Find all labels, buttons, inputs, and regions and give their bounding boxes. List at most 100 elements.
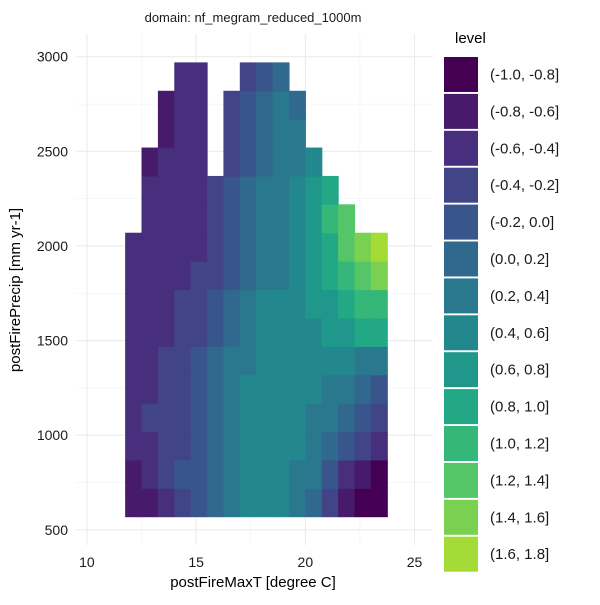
contour-cell: [190, 261, 208, 291]
contour-cell: [141, 403, 159, 433]
contour-cell: [141, 147, 159, 177]
contour-cell: [141, 317, 159, 347]
contour-cell: [174, 204, 192, 234]
contour-cell: [174, 346, 192, 376]
contour-cell: [174, 147, 192, 177]
contour-cell: [272, 289, 290, 319]
contour-cell: [207, 175, 225, 205]
contour-cell: [256, 119, 274, 149]
contour-cell: [174, 459, 192, 489]
contour-field: [125, 62, 388, 518]
legend-swatch: [444, 462, 478, 498]
contour-cell: [157, 431, 175, 461]
contour-cell: [305, 317, 323, 347]
contour-cell: [288, 317, 306, 347]
contour-cell: [272, 317, 290, 347]
contour-cell: [338, 403, 356, 433]
legend-label: (-0.4, -0.2]: [490, 177, 559, 194]
contour-cell: [288, 403, 306, 433]
contour-cell: [272, 90, 290, 120]
contour-cell: [207, 204, 225, 234]
contour-cell: [239, 232, 257, 262]
contour-cell: [223, 119, 241, 149]
contour-cell: [207, 261, 225, 291]
contour-cell: [354, 261, 372, 291]
legend-swatch: [444, 278, 478, 314]
contour-cell: [321, 374, 339, 404]
contour-cell: [370, 346, 388, 376]
contour-cell: [223, 488, 241, 518]
contour-cell: [157, 232, 175, 262]
y-tick-label: 1000: [37, 427, 68, 443]
contour-cell: [354, 346, 372, 376]
contour-cell: [288, 289, 306, 319]
contour-cell: [239, 90, 257, 120]
contour-cell: [288, 431, 306, 461]
contour-cell: [288, 488, 306, 518]
contour-cell: [256, 147, 274, 177]
contour-cell: [207, 459, 225, 489]
contour-cell: [190, 175, 208, 205]
contour-cell: [207, 289, 225, 319]
contour-cell: [157, 204, 175, 234]
contour-cell: [370, 488, 388, 518]
contour-cell: [305, 289, 323, 319]
contour-cell: [354, 232, 372, 262]
contour-cell: [288, 119, 306, 149]
contour-cell: [157, 374, 175, 404]
contour-cell: [190, 62, 208, 92]
contour-cell: [174, 289, 192, 319]
legend-label: (-0.8, -0.6]: [490, 103, 559, 120]
contour-cell: [354, 459, 372, 489]
contour-cell: [207, 431, 225, 461]
contour-cell: [207, 488, 225, 518]
contour-cell: [125, 289, 143, 319]
contour-cell: [370, 232, 388, 262]
contour-cell: [354, 488, 372, 518]
contour-cell: [190, 374, 208, 404]
contour-cell: [190, 346, 208, 376]
contour-cell: [223, 289, 241, 319]
contour-cell: [190, 119, 208, 149]
legend-label: (0.8, 1.0]: [490, 399, 549, 416]
contour-cell: [338, 317, 356, 347]
contour-cell: [157, 289, 175, 319]
contour-cell: [321, 346, 339, 376]
contour-cell: [141, 289, 159, 319]
contour-cell: [141, 175, 159, 205]
legend-swatch: [444, 241, 478, 277]
legend-label: (0.6, 0.8]: [490, 362, 549, 379]
contour-cell: [354, 374, 372, 404]
contour-cell: [157, 147, 175, 177]
contour-cell: [125, 317, 143, 347]
chart-title: domain: nf_megram_reduced_1000m: [145, 10, 362, 25]
contour-cell: [174, 261, 192, 291]
contour-cell: [125, 261, 143, 291]
contour-cell: [272, 232, 290, 262]
contour-cell: [190, 147, 208, 177]
contour-cell: [321, 289, 339, 319]
contour-cell: [239, 147, 257, 177]
contour-cell: [141, 346, 159, 376]
x-tick-label: 10: [79, 554, 95, 570]
contour-cell: [223, 346, 241, 376]
contour-cell: [125, 459, 143, 489]
contour-cell: [288, 346, 306, 376]
y-tick-label: 2500: [37, 143, 68, 159]
y-tick-label: 500: [45, 522, 69, 538]
contour-cell: [141, 459, 159, 489]
contour-cell: [223, 374, 241, 404]
contour-cell: [207, 403, 225, 433]
contour-cell: [125, 488, 143, 518]
contour-cell: [305, 459, 323, 489]
contour-cell: [305, 374, 323, 404]
y-tick-label: 1500: [37, 333, 68, 349]
contour-cell: [321, 431, 339, 461]
contour-cell: [141, 488, 159, 518]
contour-cell: [288, 374, 306, 404]
legend-label: (1.6, 1.8]: [490, 546, 549, 563]
contour-cell: [338, 289, 356, 319]
contour-cell: [338, 459, 356, 489]
contour-cell: [190, 232, 208, 262]
